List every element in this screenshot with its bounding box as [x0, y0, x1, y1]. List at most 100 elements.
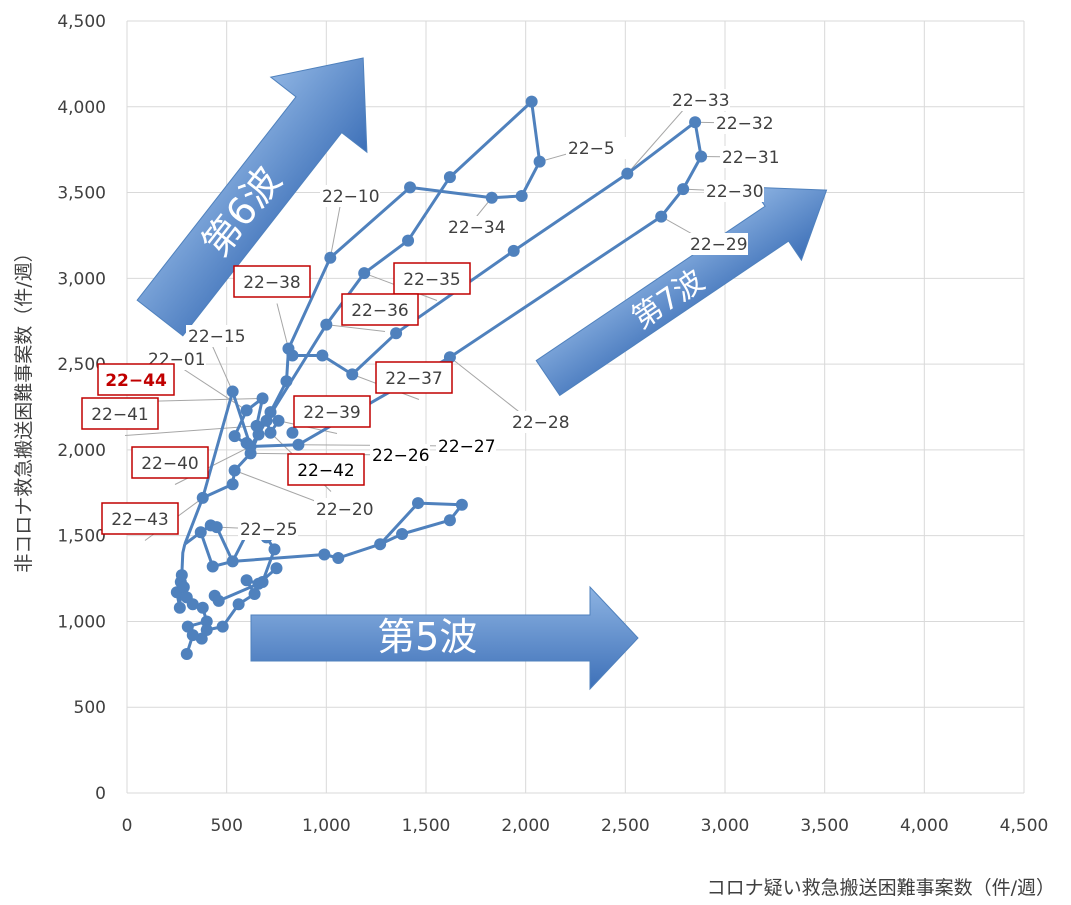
annotation-label: 22−31: [722, 148, 780, 168]
data-point: [244, 440, 257, 453]
annotation-label: 22−25: [240, 520, 298, 540]
leader-line: [626, 99, 693, 175]
annotation-label: 22−40: [141, 454, 199, 474]
annotation-box: [81, 397, 159, 430]
annotation-label: 22−37: [385, 369, 443, 389]
wave-5-arrow: 第5波: [250, 585, 639, 691]
data-point: [175, 569, 188, 582]
annotation-bg: [186, 325, 246, 347]
data-point: [226, 385, 239, 398]
annotation-box: [341, 293, 419, 326]
annotation-bg: [720, 146, 780, 168]
data-point: [402, 234, 415, 247]
annotation-label: 22−34: [448, 218, 506, 238]
y-tick-label: 500: [74, 698, 106, 718]
data-point: [264, 426, 277, 439]
data-point: [358, 267, 371, 280]
data-point: [507, 244, 520, 257]
annotation-label: 22−42: [297, 461, 355, 481]
annotation-bg: [566, 137, 626, 159]
data-point: [286, 426, 299, 439]
annotation-box: [97, 363, 175, 396]
data-point: [240, 574, 253, 587]
data-point: [655, 210, 668, 223]
y-tick-label: 0: [95, 784, 106, 804]
data-point: [412, 497, 425, 510]
data-point: [396, 527, 409, 540]
data-point: [248, 587, 261, 600]
annotation-label: 22−44: [105, 371, 167, 391]
annotation-box: [233, 265, 311, 298]
data-point: [194, 526, 207, 539]
x-tick-label: 1,500: [402, 816, 451, 836]
data-point: [455, 498, 468, 511]
x-tick-label: 2,000: [501, 816, 550, 836]
data-point: [200, 615, 213, 628]
x-axis-title: コロナ疑い救急搬送困難事案数（件/週）: [707, 877, 1055, 899]
data-point: [268, 543, 281, 556]
y-tick-label: 1,500: [57, 527, 106, 547]
x-tick-label: 1,000: [302, 816, 351, 836]
data-point: [695, 150, 708, 163]
annotation-bg: [688, 233, 748, 255]
data-point: [216, 620, 229, 633]
data-point: [232, 598, 245, 611]
leader-line: [276, 303, 289, 349]
data-point: [390, 327, 403, 340]
data-point: [206, 560, 219, 573]
annotation-bg: [238, 518, 298, 540]
annotation-box: [293, 395, 371, 428]
data-point: [286, 349, 299, 362]
data-point: [318, 548, 331, 561]
data-point: [346, 368, 359, 381]
x-tick-label: 2,500: [601, 816, 650, 836]
y-axis-title: 非コロナ救急搬送困難事案数（件/週）: [13, 243, 35, 572]
x-tick-label: 4,500: [1000, 816, 1049, 836]
data-point: [256, 392, 269, 405]
annotation-label: 22−28: [512, 413, 570, 433]
y-tick-label: 3,500: [57, 184, 106, 204]
data-point: [677, 183, 690, 196]
data-point: [621, 167, 634, 180]
annotation-bg: [704, 180, 764, 202]
data-point: [525, 95, 538, 108]
data-point: [332, 551, 345, 564]
annotation-label: 22−5: [568, 139, 615, 159]
data-point: [212, 594, 225, 607]
data-point: [320, 318, 333, 331]
data-point: [374, 538, 387, 551]
annotation-bg: [510, 411, 570, 433]
x-tick-label: 4,000: [900, 816, 949, 836]
annotation-bg: [670, 89, 730, 111]
data-point: [533, 155, 546, 168]
data-point: [186, 598, 199, 611]
data-point: [270, 562, 283, 575]
y-tick-label: 3,000: [57, 269, 106, 289]
data-point: [228, 430, 241, 443]
data-points: [170, 95, 708, 661]
wave-arrow-shape: [136, 57, 368, 337]
data-point: [256, 575, 269, 588]
data-point: [324, 251, 337, 264]
x-tick-label: 3,000: [701, 816, 750, 836]
annotation-label: 22−10: [322, 187, 380, 207]
leader-line: [326, 324, 386, 332]
data-point: [443, 351, 456, 364]
annotation-box: [393, 262, 471, 295]
annotation-box: [101, 502, 179, 535]
annotation-label: 22−32: [716, 114, 774, 134]
x-tick-label: 3,500: [800, 816, 849, 836]
wave-arrow-shape: [535, 186, 828, 397]
data-point: [200, 624, 213, 637]
data-point: [228, 464, 241, 477]
data-point: [443, 514, 456, 527]
data-point: [226, 478, 239, 491]
data-point: [485, 191, 498, 204]
data-point: [240, 404, 253, 417]
data-point: [260, 414, 273, 427]
y-tick-label: 1,000: [57, 612, 106, 632]
leader-line: [124, 425, 257, 436]
leader-line: [140, 397, 263, 402]
data-point: [210, 521, 223, 534]
